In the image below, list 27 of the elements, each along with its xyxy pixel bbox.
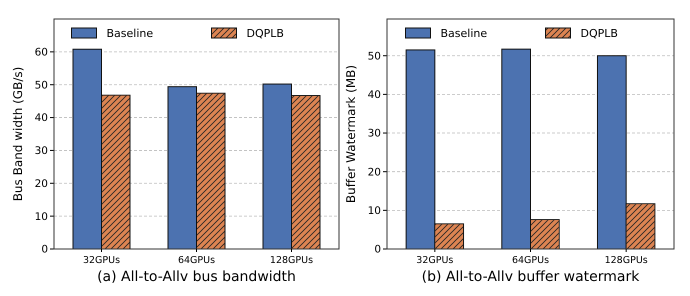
y-tick-label: 60 [34,46,48,59]
legend-label: Baseline [440,26,488,40]
y-tick-label: 0 [41,244,48,256]
x-tick-label: 64GPUs [512,255,550,266]
y-tick-label: 50 [368,50,381,62]
legend-label: DQPLB [580,26,618,40]
y-tick-label: 0 [374,244,381,256]
text: (a) All-to-Allv bus bandwidth [97,269,296,285]
y-axis-title: Bus Band width (GB/s) [11,66,25,202]
y-tick-label: 30 [368,128,381,140]
x-tick-label: 64GPUs [178,255,216,266]
x-tick-label: 128GPUs [270,255,314,266]
y-tick-label: 10 [368,205,381,218]
y-tick-label: 50 [34,79,48,92]
y-tick-label: 30 [34,145,48,158]
x-tick-label: 32GPUs [416,255,454,266]
y-tick-label: 20 [368,166,381,178]
y-tick-label: 10 [34,210,48,223]
y-axis-title: Buffer Watermark (MB) [344,64,358,204]
legend-label: DQPLB [246,26,284,40]
y-tick-label: 40 [34,112,48,124]
y-tick-label: 40 [368,89,381,102]
legend-label: Baseline [106,26,154,40]
text: (b) All-to-Allv buffer watermark [422,269,640,285]
y-tick-label: 20 [34,178,48,190]
x-tick-label: 32GPUs [82,255,120,266]
x-tick-label: 128GPUs [604,255,648,266]
